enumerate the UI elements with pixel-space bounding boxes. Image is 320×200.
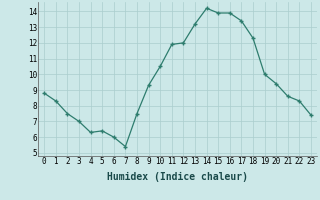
X-axis label: Humidex (Indice chaleur): Humidex (Indice chaleur): [107, 172, 248, 182]
